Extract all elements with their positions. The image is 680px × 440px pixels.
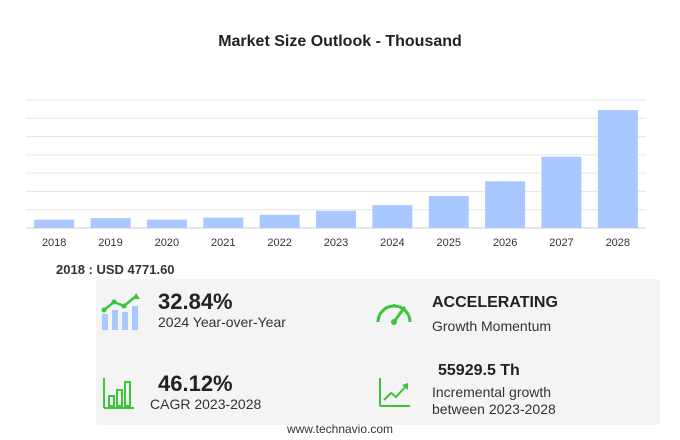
chart-title: Market Size Outlook - Thousand bbox=[218, 33, 462, 50]
yoy-label: 2024 Year-over-Year bbox=[158, 314, 286, 331]
bar-2023 bbox=[316, 210, 356, 228]
bar-2021 bbox=[203, 217, 244, 228]
bar-2019 bbox=[90, 218, 131, 228]
incremental-label-line1: Incremental growth bbox=[432, 383, 552, 400]
x-tick-2025: 2025 bbox=[436, 237, 460, 249]
incremental-label-line2: between 2023-2028 bbox=[432, 401, 556, 418]
x-tick-2024: 2024 bbox=[380, 237, 404, 249]
bars bbox=[34, 109, 638, 228]
momentum-value: ACCELERATING bbox=[432, 294, 558, 311]
momentum-label: Growth Momentum bbox=[432, 317, 552, 334]
bar-chart: 2018 2019 2020 2021 2022 2023 2024 2025 2026 2027… bbox=[26, 99, 646, 249]
x-tick-labels: 2018 2019 2020 2021 2022 2023 2024 2025 2026 2027… bbox=[42, 237, 630, 249]
x-tick-2022: 2022 bbox=[267, 237, 291, 249]
cagr-value: 46.12% bbox=[158, 371, 233, 396]
x-tick-2018: 2018 bbox=[42, 237, 66, 249]
yoy-value: 32.84% bbox=[158, 289, 233, 314]
bar-2027 bbox=[541, 156, 582, 228]
x-tick-2021: 2021 bbox=[211, 237, 235, 249]
trend-line-icon bbox=[379, 378, 410, 407]
incremental-value: 55929.5 Th bbox=[438, 362, 520, 379]
base-year-value: 2018 : USD 4771.60 bbox=[56, 262, 175, 277]
bar-2022 bbox=[259, 214, 300, 228]
x-tick-2026: 2026 bbox=[493, 237, 517, 249]
bar-2024 bbox=[372, 205, 413, 228]
x-tick-2019: 2019 bbox=[98, 237, 122, 249]
x-tick-2020: 2020 bbox=[155, 237, 179, 249]
stats-panel bbox=[96, 279, 660, 425]
speedometer-icon bbox=[376, 304, 412, 325]
x-tick-2027: 2027 bbox=[549, 237, 573, 249]
bar-2018 bbox=[34, 219, 75, 228]
bar-2026 bbox=[485, 181, 526, 228]
bar-2020 bbox=[146, 219, 187, 228]
x-tick-2023: 2023 bbox=[324, 237, 348, 249]
bar-chart-icon bbox=[103, 378, 134, 409]
x-tick-2028: 2028 bbox=[606, 237, 630, 249]
cagr-label: CAGR 2023-2028 bbox=[150, 396, 262, 413]
bar-2028 bbox=[597, 109, 638, 228]
bar-growth-icon bbox=[101, 293, 140, 330]
footer-url[interactable]: www.technavio.com bbox=[286, 422, 394, 436]
bar-2025 bbox=[428, 195, 469, 228]
